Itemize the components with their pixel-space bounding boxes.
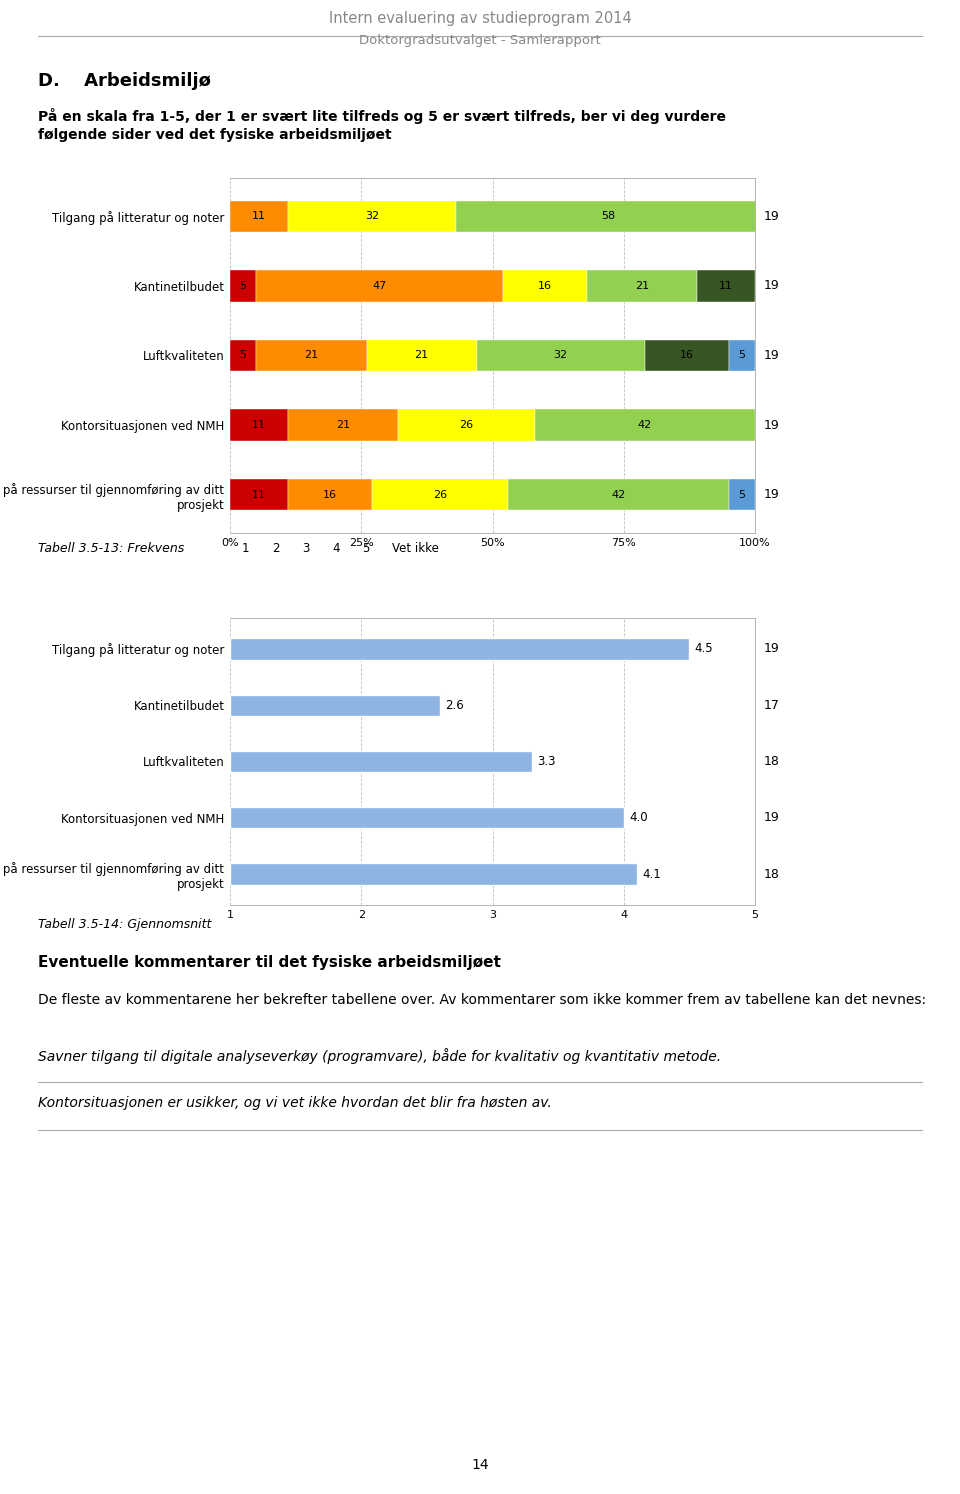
Text: 16: 16	[538, 281, 552, 291]
Text: 19: 19	[763, 279, 780, 293]
Bar	[456, 200, 760, 232]
Text: Vet ikke: Vet ikke	[392, 541, 439, 554]
Text: 4: 4	[332, 541, 340, 554]
Text: 3: 3	[302, 541, 309, 554]
Text: 4.0: 4.0	[629, 811, 648, 825]
Text: 19: 19	[763, 811, 780, 825]
Text: 21: 21	[304, 351, 319, 360]
Bar	[503, 270, 587, 302]
Text: 42: 42	[637, 420, 652, 430]
Bar	[230, 480, 288, 511]
Text: 19: 19	[763, 642, 780, 656]
Text: Doktorgradsutvalget - Samlerapport: Doktorgradsutvalget - Samlerapport	[359, 34, 601, 46]
Bar	[508, 480, 729, 511]
Bar	[367, 339, 477, 371]
Text: 5: 5	[738, 490, 745, 499]
Text: 21: 21	[636, 281, 649, 291]
Text: 19: 19	[763, 350, 780, 362]
Text: Savner tilgang til digitale analyseverkøy (programvare), både for kvalitativ og : Savner tilgang til digitale analyseverkø…	[38, 1047, 721, 1064]
Bar	[729, 339, 755, 371]
Text: 18: 18	[763, 754, 780, 768]
Text: 19: 19	[763, 418, 780, 432]
Text: 32: 32	[365, 211, 379, 221]
Bar	[288, 480, 372, 511]
Bar	[230, 807, 624, 829]
Text: 21: 21	[336, 420, 350, 430]
Bar	[230, 200, 288, 232]
Bar	[398, 409, 535, 441]
Bar	[230, 638, 689, 660]
Text: 32: 32	[554, 351, 567, 360]
Text: De fleste av kommentarene her bekrefter tabellene over. Av kommentarer som ikke : De fleste av kommentarene her bekrefter …	[38, 994, 926, 1007]
Bar	[230, 864, 636, 884]
Bar	[230, 751, 532, 772]
Bar	[587, 270, 697, 302]
Text: 14: 14	[471, 1458, 489, 1472]
Bar	[288, 409, 398, 441]
Text: 5: 5	[362, 541, 370, 554]
Text: 5: 5	[738, 351, 745, 360]
Text: 4.5: 4.5	[695, 642, 713, 656]
Text: 19: 19	[763, 209, 780, 223]
Text: 2: 2	[272, 541, 279, 554]
Text: 58: 58	[601, 211, 615, 221]
Text: 3.3: 3.3	[538, 754, 556, 768]
Text: Tabell 3.5-14: Gjennomsnitt: Tabell 3.5-14: Gjennomsnitt	[38, 917, 211, 931]
Text: 11: 11	[252, 490, 266, 499]
Text: 47: 47	[372, 281, 387, 291]
Text: 18: 18	[763, 868, 780, 880]
Text: 42: 42	[612, 490, 626, 499]
Text: 19: 19	[763, 489, 780, 500]
Bar	[256, 270, 503, 302]
Bar	[256, 339, 367, 371]
Text: På en skala fra 1-5, der 1 er svært lite tilfreds og 5 er svært tilfreds, ber vi: På en skala fra 1-5, der 1 er svært lite…	[38, 108, 726, 142]
Bar	[697, 270, 755, 302]
Text: 11: 11	[252, 420, 266, 430]
Text: 16: 16	[323, 490, 337, 499]
Bar	[230, 695, 440, 716]
Text: D.   Arbeidsmiljø: D. Arbeidsmiljø	[38, 72, 211, 90]
Text: 5: 5	[240, 281, 247, 291]
Text: 4.1: 4.1	[642, 868, 660, 880]
Text: 16: 16	[680, 351, 694, 360]
Bar	[288, 200, 456, 232]
Bar	[645, 339, 729, 371]
Text: Intern evaluering av studieprogram 2014: Intern evaluering av studieprogram 2014	[328, 10, 632, 25]
Bar	[230, 409, 288, 441]
Text: Eventuelle kommentarer til det fysiske arbeidsmiljøet: Eventuelle kommentarer til det fysiske a…	[38, 955, 501, 970]
Text: 5: 5	[240, 351, 247, 360]
Text: 26: 26	[459, 420, 473, 430]
Text: Tabell 3.5-13: Frekvens: Tabell 3.5-13: Frekvens	[38, 541, 184, 554]
Text: 11: 11	[252, 211, 266, 221]
Text: 21: 21	[415, 351, 429, 360]
Bar	[477, 339, 645, 371]
Text: 2.6: 2.6	[445, 699, 464, 711]
Text: Kontorsituasjonen er usikker, og vi vet ikke hvordan det blir fra høsten av.: Kontorsituasjonen er usikker, og vi vet …	[38, 1097, 552, 1110]
Bar	[230, 270, 256, 302]
Bar	[535, 409, 755, 441]
Bar	[729, 480, 755, 511]
Bar	[372, 480, 508, 511]
Text: 1: 1	[242, 541, 250, 554]
Bar	[230, 339, 256, 371]
Text: 11: 11	[719, 281, 733, 291]
Text: 17: 17	[763, 699, 780, 711]
Text: 26: 26	[433, 490, 447, 499]
